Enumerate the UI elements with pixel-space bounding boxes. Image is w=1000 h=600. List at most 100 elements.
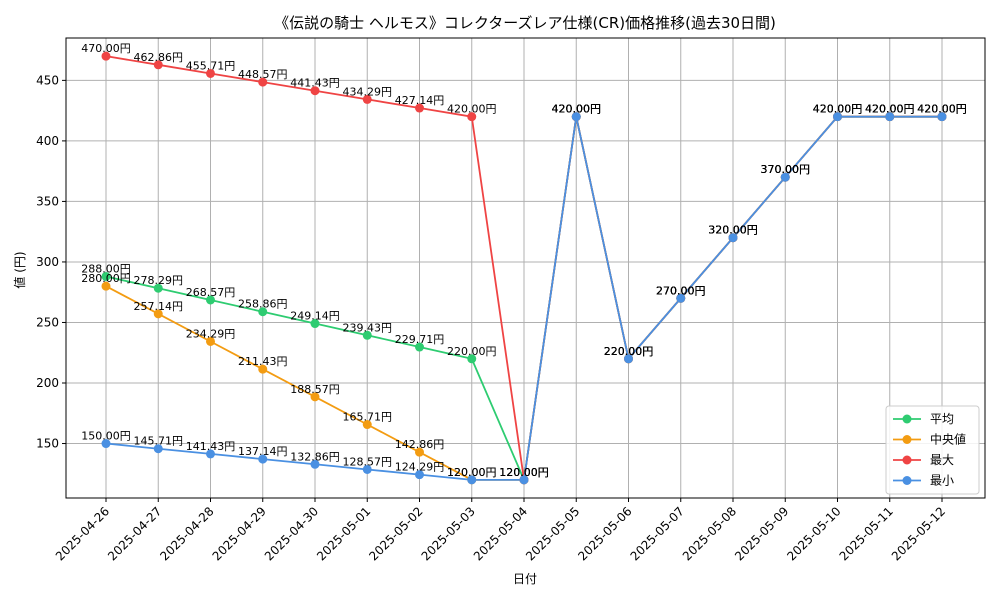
x-tick-label: 2025-04-30 [262,504,321,563]
y-tick-label: 150 [36,437,59,451]
data-label: 270.00円 [656,284,706,297]
data-label: 427.14円 [395,94,445,107]
data-label: 137.14円 [238,445,288,458]
data-labels: 288.00円278.29円268.57円258.86円249.14円239.4… [81,42,967,479]
data-label: 258.86円 [238,298,288,311]
legend-box [885,405,980,495]
chart-title: 《伝説の騎士 ヘルモス》コレクターズレア仕様(CR)価格推移(過去30日間) [274,14,776,32]
data-label: 420.00円 [813,103,863,116]
data-point [258,364,268,374]
data-point [362,94,372,104]
data-label: 268.57円 [186,286,236,299]
legend-entry-label: 平均 [930,412,954,426]
y-tick-label: 250 [36,315,59,329]
data-point [780,172,790,182]
x-tick-label: 2025-05-07 [628,504,687,563]
data-point [362,330,372,340]
x-tick-label: 2025-05-11 [837,504,896,563]
data-point [467,475,477,485]
data-label: 120.00円 [499,466,549,479]
x-tick-label: 2025-04-26 [53,504,112,563]
data-point [206,68,215,78]
data-label: 220.00円 [604,345,654,358]
data-label: 462.86円 [134,51,184,64]
data-label: 420.00円 [813,103,863,116]
data-point [624,354,633,364]
data-label: 239.43円 [343,321,393,334]
data-label: 249.14円 [290,310,340,323]
data-label: 132.86円 [290,450,340,463]
data-label: 370.00円 [761,163,811,176]
y-tick-label: 300 [36,255,59,269]
data-point [885,112,895,122]
data-label: 420.00円 [917,103,967,116]
y-tick-label: 450 [36,73,59,87]
y-tick-label: 200 [36,376,59,390]
data-label: 420.00円 [865,103,915,116]
data-label: 420.00円 [917,103,967,116]
y-tick-label: 350 [36,194,59,208]
data-point [310,319,320,329]
data-point [258,454,268,464]
data-label: 320.00円 [708,224,758,237]
data-label: 420.00円 [865,103,915,116]
data-label: 420.00円 [917,103,967,116]
data-point [415,342,424,352]
data-label: 370.00円 [761,163,811,176]
data-point [937,112,947,122]
x-tick-label: 2025-05-09 [732,504,791,563]
data-point [467,354,477,364]
data-label: 280.00円 [81,272,131,285]
data-label: 270.00円 [656,284,706,297]
data-label: 470.00円 [81,42,131,55]
x-tick-label: 2025-04-29 [210,504,269,563]
legend-swatch-marker [902,476,912,485]
data-point [467,112,477,122]
data-point [728,233,738,243]
data-label: 370.00円 [761,163,811,176]
data-label: 270.00円 [656,284,706,297]
data-point [310,392,320,402]
data-label: 128.57円 [343,455,393,468]
data-label: 278.29円 [134,274,184,287]
x-axis-label: 日付 [513,572,537,586]
data-label: 211.43円 [238,355,288,368]
series-points [101,51,947,485]
data-label: 120.00円 [447,466,497,479]
data-label: 420.00円 [813,103,863,116]
x-tick-label: 2025-05-03 [419,504,478,563]
data-point [833,112,842,122]
data-label: 141.43円 [186,440,236,453]
data-point [571,112,581,122]
x-tick-label: 2025-04-28 [157,504,216,563]
data-label: 288.00円 [81,262,131,275]
data-label: 124.29円 [395,461,445,474]
data-label: 420.00円 [552,103,602,116]
data-point [415,470,424,480]
data-point [101,439,111,449]
data-label: 188.57円 [290,383,340,396]
data-label: 257.14円 [134,300,184,313]
data-point [415,447,424,457]
data-label: 142.86円 [395,438,445,451]
data-label: 420.00円 [552,103,602,116]
x-tick-label: 2025-04-27 [105,504,164,563]
x-tick-label: 2025-05-06 [575,504,634,563]
data-point [101,271,111,281]
x-tick-label: 2025-05-05 [523,504,582,563]
data-label: 420.00円 [813,103,863,116]
data-label: 165.71円 [343,411,393,424]
data-point [153,283,163,293]
data-label: 420.00円 [917,103,967,116]
data-label: 145.71円 [134,435,184,448]
x-tick-label: 2025-05-02 [366,504,425,563]
x-tick-label: 2025-05-04 [471,504,530,563]
data-label: 420.00円 [552,103,602,116]
data-point [206,449,215,459]
grid-lines [66,38,985,498]
y-axis-label: 値 (円) [12,251,27,288]
data-label: 320.00円 [708,224,758,237]
plot-frame [65,37,986,499]
data-point [153,309,163,319]
